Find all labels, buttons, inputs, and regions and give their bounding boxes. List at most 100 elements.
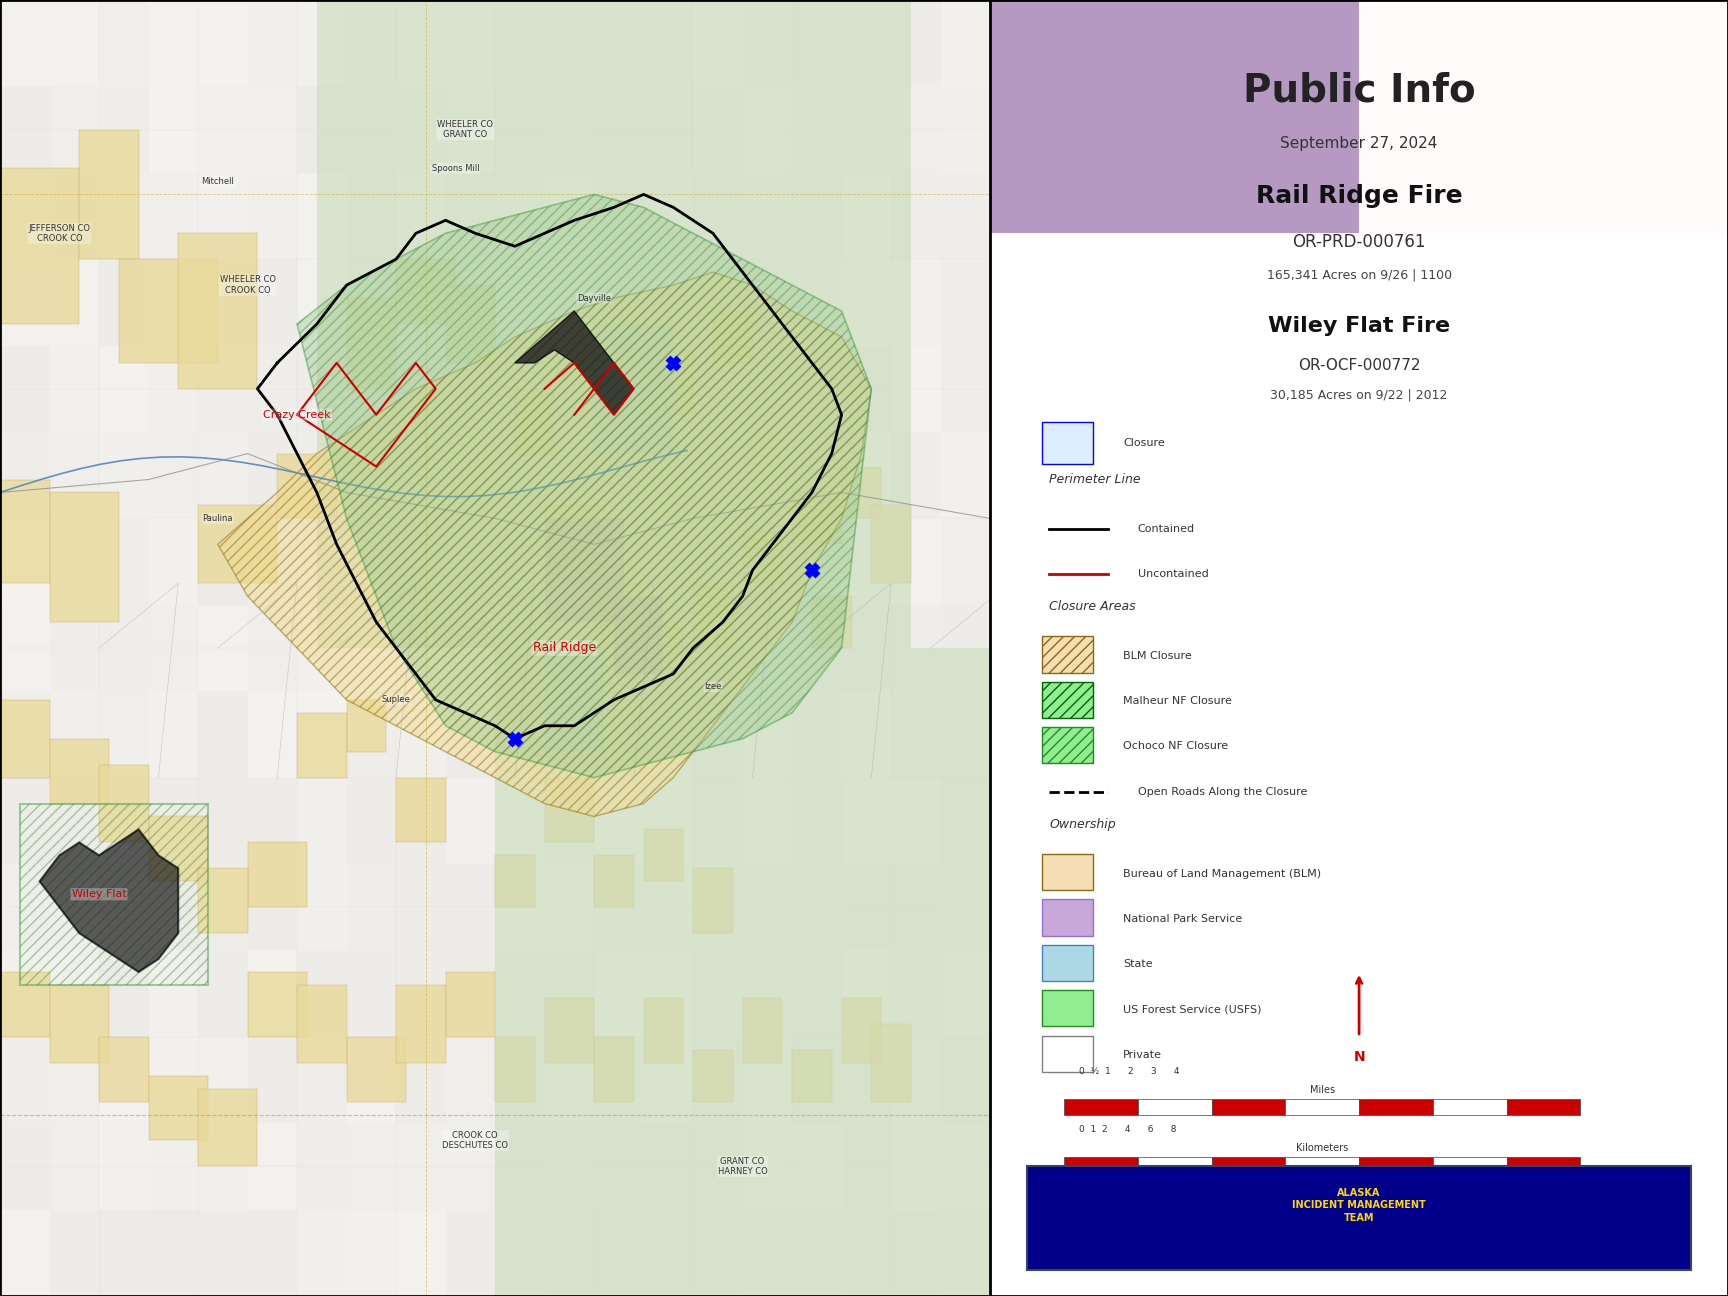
Bar: [98, 765, 149, 842]
Bar: [396, 172, 446, 259]
Bar: [149, 87, 199, 172]
Bar: [98, 432, 149, 518]
Text: OR-PRD-000761: OR-PRD-000761: [1293, 233, 1426, 251]
Bar: [98, 1037, 149, 1102]
Bar: [693, 583, 733, 648]
Bar: [297, 985, 347, 1063]
Bar: [940, 432, 990, 518]
Bar: [247, 346, 297, 432]
Bar: [199, 1037, 247, 1124]
Bar: [544, 778, 594, 864]
Bar: [892, 1037, 940, 1124]
Bar: [743, 1209, 791, 1296]
Bar: [199, 1089, 257, 1166]
Bar: [940, 87, 990, 172]
Text: ALASKA
INCIDENT MANAGEMENT
TEAM: ALASKA INCIDENT MANAGEMENT TEAM: [1293, 1188, 1426, 1222]
Bar: [347, 298, 396, 389]
Bar: [297, 864, 347, 950]
Bar: [693, 950, 743, 1037]
Bar: [494, 778, 544, 864]
Bar: [347, 346, 396, 432]
FancyBboxPatch shape: [1042, 727, 1094, 763]
Bar: [544, 950, 594, 1037]
Bar: [743, 518, 791, 605]
Bar: [79, 130, 138, 259]
Bar: [714, 311, 752, 363]
Bar: [276, 454, 337, 518]
Bar: [199, 259, 247, 346]
Bar: [247, 950, 297, 1037]
Bar: [396, 1037, 446, 1124]
Bar: [544, 1209, 594, 1296]
Bar: [149, 864, 199, 950]
Bar: [199, 691, 247, 778]
Bar: [1433, 1157, 1507, 1173]
Bar: [247, 1124, 297, 1209]
Bar: [396, 778, 446, 864]
Bar: [446, 1124, 494, 1209]
Bar: [791, 0, 842, 87]
Bar: [791, 346, 842, 432]
Bar: [247, 0, 297, 87]
Bar: [0, 778, 50, 864]
Bar: [247, 172, 297, 259]
Bar: [842, 467, 881, 518]
Bar: [199, 0, 247, 87]
Bar: [347, 778, 396, 864]
Bar: [396, 259, 446, 346]
Bar: [494, 855, 534, 907]
Bar: [643, 1037, 693, 1124]
Bar: [544, 1124, 594, 1209]
Bar: [50, 864, 98, 950]
Bar: [693, 864, 743, 950]
Bar: [842, 1209, 892, 1296]
Bar: [743, 778, 791, 864]
Bar: [396, 778, 446, 842]
Bar: [544, 691, 594, 778]
Bar: [594, 1209, 643, 1296]
Bar: [613, 596, 664, 674]
Bar: [297, 713, 347, 778]
Bar: [50, 172, 98, 259]
Bar: [347, 864, 396, 950]
Text: WHEELER CO
GRANT CO: WHEELER CO GRANT CO: [437, 121, 494, 139]
Bar: [743, 0, 791, 87]
Bar: [494, 259, 544, 346]
Polygon shape: [218, 272, 871, 816]
Bar: [149, 172, 199, 259]
Bar: [515, 389, 555, 454]
Bar: [98, 1124, 149, 1209]
Bar: [446, 972, 494, 1037]
Bar: [940, 0, 990, 87]
Bar: [199, 505, 276, 583]
Bar: [149, 691, 199, 778]
Bar: [494, 950, 544, 1037]
Bar: [297, 950, 347, 1037]
Bar: [643, 605, 693, 691]
Bar: [0, 168, 79, 324]
Bar: [396, 605, 446, 691]
Text: September 27, 2024: September 27, 2024: [1280, 136, 1438, 152]
Bar: [892, 950, 940, 1037]
Bar: [892, 1124, 940, 1209]
Bar: [743, 1124, 791, 1209]
Bar: [347, 950, 396, 1037]
Bar: [693, 1209, 743, 1296]
Bar: [594, 605, 643, 691]
Text: Mitchell: Mitchell: [202, 178, 235, 185]
Text: Malheur NF Closure: Malheur NF Closure: [1123, 696, 1232, 706]
Bar: [247, 972, 308, 1037]
Bar: [347, 1209, 396, 1296]
Bar: [693, 778, 743, 864]
Bar: [149, 518, 199, 605]
Text: Closure: Closure: [1123, 438, 1165, 448]
Bar: [446, 605, 494, 691]
Bar: [643, 864, 693, 950]
Text: 0  1  2      4      6      8: 0 1 2 4 6 8: [1078, 1125, 1177, 1134]
Bar: [446, 0, 494, 87]
Bar: [0, 87, 50, 172]
Text: Contained: Contained: [1137, 524, 1194, 534]
Bar: [446, 778, 494, 864]
Bar: [892, 0, 940, 87]
Text: US Forest Service (USFS): US Forest Service (USFS): [1123, 1004, 1261, 1015]
